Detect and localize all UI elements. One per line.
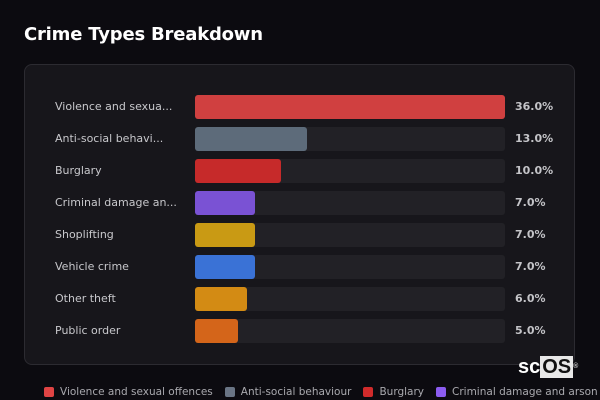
bar-label: Vehicle crime	[55, 260, 129, 273]
chart-title: Crime Types Breakdown	[24, 24, 263, 45]
scos-logo: sc OS ®	[518, 356, 579, 378]
bar-track	[195, 287, 505, 311]
legend-label: Burglary	[379, 386, 425, 398]
legend-label: Violence and sexual offences	[60, 386, 213, 398]
bar-value: 36.0%	[515, 100, 554, 113]
bar-track	[195, 319, 505, 343]
bar-row: Criminal damage an... 7.0%	[25, 191, 574, 215]
legend-swatch-icon	[44, 387, 54, 397]
logo-sc: sc	[518, 356, 541, 378]
bar-fill[interactable]	[195, 255, 256, 279]
bar-fill[interactable]	[195, 95, 505, 119]
bar-row: Violence and sexua... 36.0%	[25, 95, 574, 119]
legend-label: Anti-social behaviour	[240, 386, 352, 398]
bar-row: Other theft 6.0%	[25, 287, 574, 311]
bar-label: Burglary	[55, 164, 102, 177]
bar-value: 7.0%	[515, 228, 546, 241]
bar-value: 6.0%	[515, 292, 546, 305]
bar-fill[interactable]	[195, 319, 239, 343]
bar-label: Violence and sexua...	[55, 100, 173, 113]
bar-label: Criminal damage an...	[55, 196, 177, 209]
bar-track	[195, 191, 505, 215]
bar-fill[interactable]	[195, 159, 282, 183]
bar-value: 10.0%	[515, 164, 554, 177]
bar-fill[interactable]	[195, 287, 247, 311]
legend-item[interactable]: Burglary	[363, 386, 424, 398]
bar-track	[195, 159, 505, 183]
legend-swatch-icon	[224, 387, 235, 397]
bar-label: Other theft	[55, 292, 116, 305]
bar-row: Vehicle crime 7.0%	[25, 255, 574, 279]
bar-label: Anti-social behavi...	[55, 132, 164, 145]
legend-swatch-icon	[363, 387, 374, 397]
bar-track	[195, 127, 505, 151]
bar-row: Public order 5.0%	[25, 319, 574, 343]
legend-item[interactable]: Violence and sexual offences	[44, 386, 213, 398]
bar-row: Burglary 10.0%	[25, 159, 574, 183]
chart-legend: Violence and sexual offences Anti-social …	[44, 386, 598, 398]
legend-item[interactable]: Anti-social behaviour	[224, 386, 352, 398]
bar-track	[195, 255, 505, 279]
bar-value: 13.0%	[515, 132, 554, 145]
legend-swatch-icon	[436, 387, 447, 397]
bar-fill[interactable]	[195, 191, 256, 215]
logo-os: OS	[540, 356, 574, 378]
bar-fill[interactable]	[195, 127, 307, 151]
bar-value: 5.0%	[515, 324, 546, 337]
legend-label: Criminal damage and arson	[452, 386, 598, 398]
bar-value: 7.0%	[515, 260, 546, 273]
bar-track	[195, 223, 505, 247]
bar-label: Shoplifting	[55, 228, 114, 241]
bar-row: Anti-social behavi... 13.0%	[25, 127, 574, 151]
bar-label: Public order	[55, 324, 121, 337]
bar-row: Shoplifting 7.0%	[25, 223, 574, 247]
legend-item[interactable]: Criminal damage and arson	[436, 386, 598, 398]
registered-icon: ®	[573, 363, 579, 370]
bar-value: 7.0%	[515, 196, 546, 209]
bar-fill[interactable]	[195, 223, 256, 247]
bar-track	[195, 95, 505, 119]
chart-card: Violence and sexua... 36.0% Anti-social be…	[24, 64, 575, 365]
